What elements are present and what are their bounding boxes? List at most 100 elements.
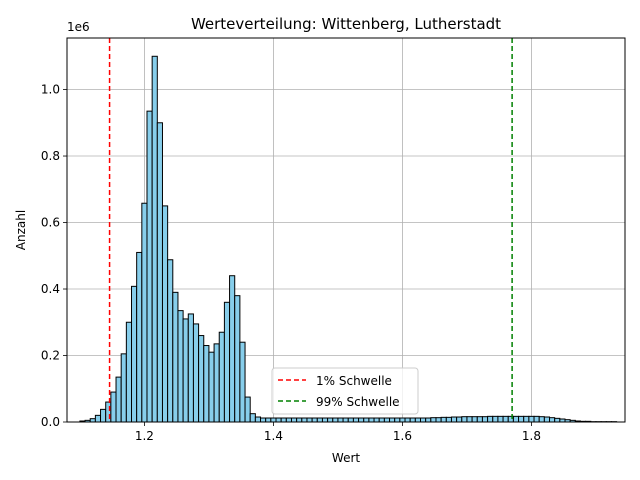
histogram-bar bbox=[249, 413, 256, 423]
histogram-bar bbox=[146, 110, 153, 423]
histogram-bar bbox=[435, 417, 442, 423]
histogram-bar bbox=[461, 416, 468, 423]
histogram-bar bbox=[301, 417, 308, 423]
histogram-bar bbox=[404, 417, 411, 423]
x-tick-label: 1.4 bbox=[264, 429, 283, 443]
chart-title: Werteverteilung: Wittenberg, Lutherstadt bbox=[191, 15, 501, 33]
histogram-bar bbox=[497, 415, 504, 423]
histogram-bar bbox=[409, 417, 416, 423]
histogram-bar bbox=[187, 313, 194, 423]
histogram-bar bbox=[285, 417, 292, 423]
histogram-bar bbox=[105, 401, 112, 423]
histogram-bar bbox=[327, 417, 334, 423]
histogram-bar bbox=[394, 417, 401, 423]
histogram-bar bbox=[399, 417, 406, 423]
histogram-bar bbox=[549, 417, 556, 423]
histogram-bar bbox=[492, 415, 499, 423]
threshold-lines bbox=[108, 38, 513, 422]
histogram-bar bbox=[414, 417, 422, 423]
histogram-bar bbox=[554, 417, 561, 423]
histogram-bar bbox=[177, 310, 184, 423]
histogram-bar bbox=[296, 417, 303, 423]
histogram-bar bbox=[440, 416, 447, 423]
histogram-bar bbox=[172, 291, 179, 423]
histogram-bar bbox=[141, 202, 148, 423]
x-tick-label: 1.2 bbox=[135, 429, 154, 443]
histogram-bar bbox=[430, 417, 437, 423]
histogram-bar bbox=[456, 416, 463, 423]
histogram-bar bbox=[213, 343, 220, 423]
histogram-bar bbox=[528, 415, 535, 423]
histogram-bar bbox=[280, 417, 287, 423]
legend-label-99pct: 99% Schwelle bbox=[316, 395, 400, 409]
histogram-bar bbox=[115, 376, 122, 423]
y-tick-label: 0.4 bbox=[41, 282, 60, 296]
histogram-bar bbox=[306, 417, 313, 423]
legend: 1% Schwelle 99% Schwelle bbox=[271, 367, 419, 415]
histogram-bar bbox=[538, 416, 545, 423]
histogram-bar bbox=[481, 416, 489, 423]
histogram-bar bbox=[425, 417, 432, 423]
histogram-bar bbox=[389, 417, 396, 423]
y-tick-label: 0.8 bbox=[41, 149, 60, 163]
histogram-bar bbox=[316, 417, 323, 423]
histogram-bar bbox=[167, 259, 174, 423]
histogram-bar bbox=[420, 417, 427, 423]
x-axis-label: Wert bbox=[332, 451, 360, 465]
histogram-bar bbox=[321, 417, 329, 423]
histogram-bar bbox=[383, 417, 391, 423]
histogram-bar bbox=[265, 417, 272, 423]
y-tick-label: 0.0 bbox=[41, 415, 60, 429]
histogram-bar bbox=[523, 415, 530, 423]
y-offset-label: 1e6 bbox=[67, 20, 90, 34]
x-tick-label: 1.6 bbox=[393, 429, 412, 443]
histogram-bar bbox=[471, 416, 478, 423]
histogram-bar bbox=[151, 55, 158, 423]
histogram-bar bbox=[239, 341, 246, 423]
histogram-bar bbox=[378, 417, 385, 423]
histogram-bar bbox=[125, 321, 133, 423]
histogram-bar bbox=[161, 205, 169, 423]
histogram-bar bbox=[275, 417, 282, 423]
x-axis-ticks: 1.2 1.4 1.6 1.8 bbox=[135, 422, 541, 443]
histogram-bar bbox=[533, 415, 540, 423]
histogram-bar bbox=[131, 285, 138, 423]
histogram-bar bbox=[466, 416, 473, 423]
x-tick-label: 1.8 bbox=[522, 429, 541, 443]
plot-frame bbox=[66, 37, 626, 423]
histogram-bar bbox=[445, 416, 452, 423]
histogram-bar bbox=[156, 122, 163, 423]
histogram-bar bbox=[110, 391, 117, 423]
histogram-bar bbox=[368, 417, 375, 423]
histogram-bar bbox=[100, 408, 107, 423]
histogram-bar bbox=[311, 417, 318, 423]
legend-label-1pct: 1% Schwelle bbox=[316, 374, 392, 388]
histogram-bar bbox=[352, 417, 360, 423]
y-tick-label: 1.0 bbox=[41, 83, 60, 97]
histogram-bar bbox=[373, 417, 380, 423]
histogram-bar bbox=[518, 415, 525, 423]
histogram-bar bbox=[192, 323, 200, 423]
histogram-bar bbox=[260, 417, 267, 423]
histogram-bar bbox=[502, 415, 509, 423]
histogram-bar bbox=[94, 414, 102, 423]
histogram-bar bbox=[218, 331, 225, 423]
histogram-bar bbox=[476, 416, 483, 423]
histogram-bar bbox=[229, 275, 236, 423]
histogram-bar bbox=[120, 353, 127, 423]
histogram-bar bbox=[203, 345, 210, 423]
histogram-bar bbox=[337, 417, 344, 423]
histogram-bar bbox=[198, 335, 205, 423]
histogram-bar bbox=[182, 318, 189, 423]
histogram-bar bbox=[342, 417, 349, 423]
histogram-bar bbox=[543, 416, 551, 423]
y-axis-label: Anzahl bbox=[14, 210, 28, 250]
histogram-bar bbox=[512, 415, 520, 423]
histogram-bar bbox=[290, 417, 298, 423]
histogram-bar bbox=[363, 417, 370, 423]
histogram-bar bbox=[223, 301, 231, 423]
y-axis-ticks: 0.0 0.2 0.4 0.6 0.8 1.0 bbox=[41, 83, 67, 429]
legend-box bbox=[271, 367, 419, 415]
histogram-bar bbox=[244, 396, 251, 423]
